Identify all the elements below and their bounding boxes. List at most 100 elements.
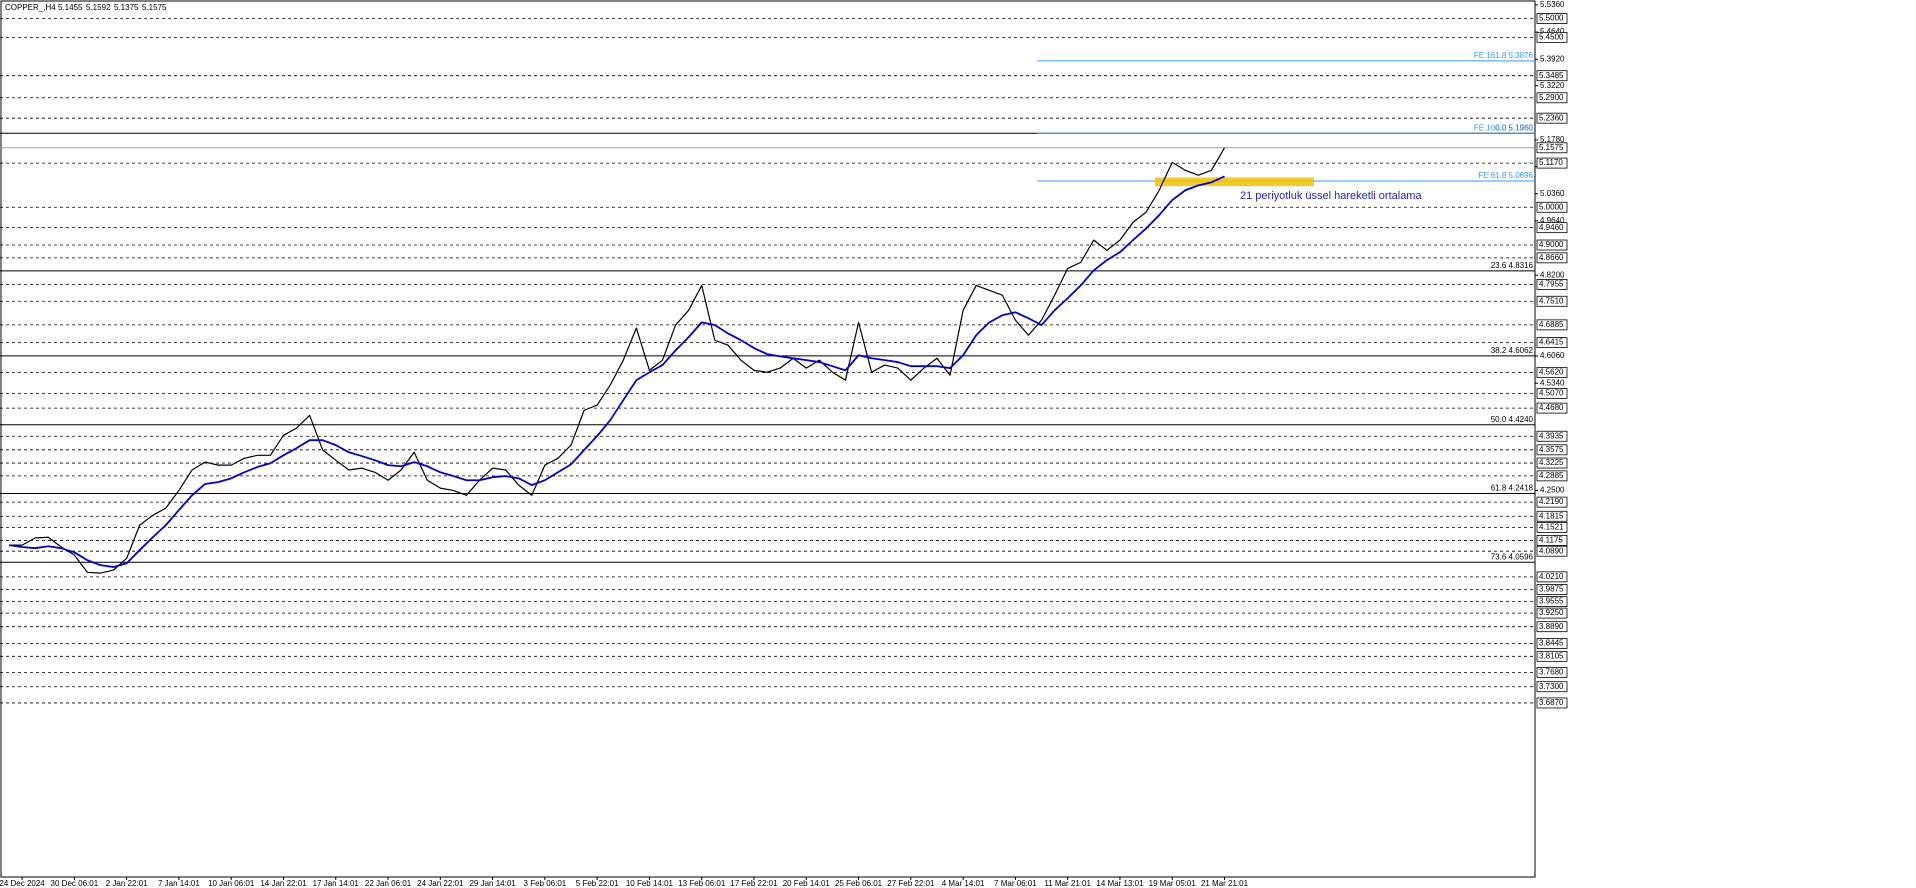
x-tick-label: 30 Dec 06:01 (51, 879, 99, 888)
level-label-box (1536, 319, 1568, 331)
level-label: 4.9460 (1539, 223, 1564, 232)
current-price-label: 5.1575 (1539, 143, 1564, 152)
level-label: 4.6885 (1539, 320, 1564, 329)
fe-label: FE 161.8 5.3876 (1474, 51, 1534, 60)
level-label-box (1536, 607, 1568, 619)
level-label-box (1536, 252, 1568, 264)
x-tick-label: 22 Jan 06:01 (365, 879, 412, 888)
y-tick-label: 5.3920 (1540, 54, 1565, 63)
x-tick-label: 20 Feb 14:01 (783, 879, 831, 888)
level-label-box (1536, 457, 1568, 469)
x-tick-label: 7 Jan 14:01 (158, 879, 200, 888)
level-label: 5.4500 (1539, 32, 1564, 41)
level-label: 4.6415 (1539, 338, 1564, 347)
x-tick-label: 7 Mar 06:01 (994, 879, 1037, 888)
level-label-box (1536, 92, 1568, 104)
level-label-box (1536, 222, 1568, 234)
level-label: 3.7300 (1539, 682, 1564, 691)
x-tick-label: 14 Jan 22:01 (260, 879, 307, 888)
x-tick-label: 17 Feb 22:01 (730, 879, 778, 888)
level-label: 4.3225 (1539, 458, 1564, 467)
level-label-box (1536, 510, 1568, 522)
y-tick-label: 5.4640 (1540, 27, 1565, 36)
level-label: 3.6870 (1539, 698, 1564, 707)
y-tick-label: 5.5360 (1540, 0, 1565, 9)
x-tick-label: 19 Mar 05:01 (1149, 879, 1197, 888)
y-tick-label: 4.6060 (1540, 351, 1565, 360)
x-tick-label: 24 Dec 2024 (0, 879, 45, 888)
level-label: 4.2190 (1539, 497, 1564, 506)
x-tick-label: 2 Jan 22:01 (106, 879, 148, 888)
level-label: 4.3575 (1539, 445, 1564, 454)
fibo-label: 38.2 4.6062 (1491, 346, 1534, 355)
level-label: 5.2360 (1539, 113, 1564, 122)
x-tick-label: 13 Feb 06:01 (678, 879, 726, 888)
level-label: 4.5620 (1539, 368, 1564, 377)
y-tick-label: 4.2500 (1540, 486, 1565, 495)
level-label: 4.2885 (1539, 471, 1564, 480)
x-tick-label: 17 Jan 14:01 (313, 879, 360, 888)
level-label-box (1536, 496, 1568, 508)
level-label-box (1536, 430, 1568, 442)
level-label-box (1536, 157, 1568, 169)
x-tick-label: 25 Feb 06:01 (835, 879, 883, 888)
y-tick-label: 5.1780 (1540, 135, 1565, 144)
x-tick-label: 27 Feb 22:01 (887, 879, 935, 888)
symbol-title: COPPER_,H4 (5, 3, 56, 12)
level-label-box (1536, 13, 1568, 24)
level-label: 4.5070 (1539, 388, 1564, 397)
x-tick-label: 10 Feb 14:01 (626, 879, 674, 888)
level-label-box (1536, 638, 1568, 649)
level-label: 3.7680 (1539, 667, 1564, 676)
level-label-box (1536, 201, 1568, 213)
level-label: 4.0890 (1539, 546, 1564, 555)
level-label-box (1536, 571, 1568, 583)
fe-label: FE 61.8 5.0696 (1478, 171, 1533, 180)
y-tick-label: 5.3220 (1540, 81, 1565, 90)
fibo-label: 50.0 4.4240 (1491, 415, 1534, 424)
level-label-box (1536, 681, 1568, 693)
x-tick-label: 3 Feb 06:01 (524, 879, 567, 888)
current-price-box (1536, 142, 1568, 154)
level-label-box (1536, 584, 1568, 595)
level-label-box (1536, 239, 1568, 251)
level-label-box (1536, 337, 1568, 349)
level-label-box (1536, 650, 1568, 662)
level-label: 5.1170 (1539, 158, 1563, 167)
plot-frame (0, 0, 1536, 878)
level-label: 4.3935 (1539, 431, 1564, 440)
level-label: 4.7955 (1539, 280, 1564, 289)
level-label-box (1536, 444, 1568, 456)
level-label-box (1536, 402, 1568, 414)
fibo-label: 0.0 5.1960 (1495, 123, 1533, 132)
level-label: 3.9875 (1539, 585, 1564, 594)
y-tick-label: 4.8200 (1540, 270, 1565, 279)
level-label: 3.8890 (1539, 622, 1564, 631)
y-tick-label: 4.5340 (1540, 378, 1565, 387)
level-label-box (1536, 31, 1568, 43)
level-label: 4.1815 (1539, 511, 1564, 520)
ohlc-open: 5.1455 (58, 3, 83, 12)
zone (1155, 177, 1314, 187)
ohlc-low: 5.1375 (114, 3, 139, 12)
level-label-box (1536, 697, 1568, 709)
level-label: 4.7510 (1539, 296, 1564, 305)
level-label: 3.8105 (1539, 651, 1564, 660)
level-label: 4.0210 (1539, 572, 1564, 581)
level-label-box (1536, 621, 1568, 633)
level-label-box (1536, 112, 1568, 124)
level-label-box (1536, 596, 1568, 607)
level-label-box (1536, 521, 1568, 533)
level-label: 4.4680 (1539, 403, 1564, 412)
level-label: 5.0000 (1539, 202, 1564, 211)
y-tick-label: 4.9640 (1540, 216, 1565, 225)
x-tick-label: 21 Mar 21:01 (1201, 879, 1249, 888)
x-tick-label: 5 Feb 22:01 (576, 879, 619, 888)
price-line (9, 147, 1226, 574)
x-tick-label: 10 Jan 06:01 (208, 879, 255, 888)
x-tick-label: 4 Mar 14:01 (942, 879, 985, 888)
x-tick-label: 11 Mar 21:01 (1044, 879, 1091, 888)
y-tick-label: 5.0360 (1540, 189, 1565, 198)
level-label-box (1536, 666, 1568, 678)
